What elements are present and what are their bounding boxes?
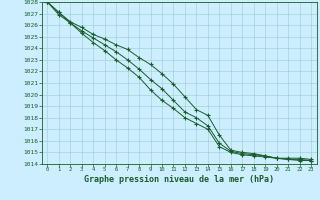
X-axis label: Graphe pression niveau de la mer (hPa): Graphe pression niveau de la mer (hPa) — [84, 175, 274, 184]
